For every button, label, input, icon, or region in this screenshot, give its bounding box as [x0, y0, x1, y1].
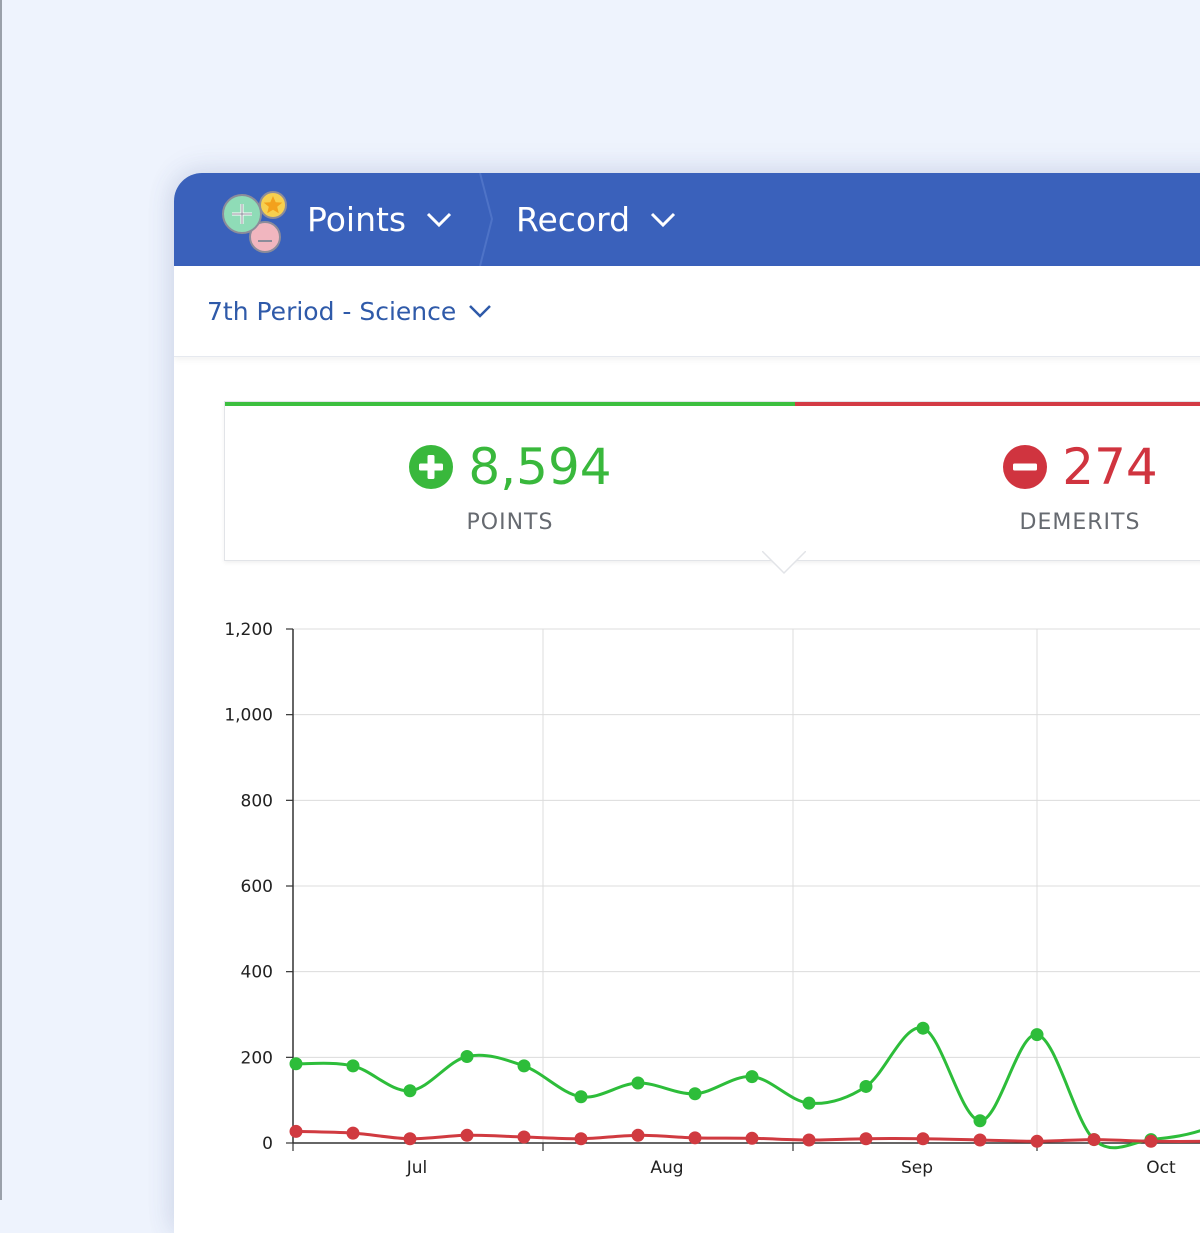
y-tick-label: 400: [241, 963, 273, 983]
y-tick-label: 1,000: [224, 706, 273, 726]
points-data-point: [289, 1057, 303, 1071]
demerits-stat[interactable]: 274 DEMERITS: [930, 436, 1200, 535]
y-tick-label: 600: [241, 877, 273, 897]
breadcrumb-record[interactable]: Record: [516, 173, 676, 266]
points-data-point: [517, 1059, 531, 1073]
chevron-down-icon: [469, 305, 492, 318]
points-data-point: [745, 1070, 759, 1084]
x-tick-label: Aug: [650, 1158, 683, 1178]
plus-circle-icon: [409, 445, 454, 489]
demerits-data-point: [517, 1130, 531, 1144]
demerits-data-point: [973, 1133, 987, 1147]
points-summary-panel: 8,594 POINTS 274 DEMERITS: [224, 401, 1200, 561]
breadcrumb-points[interactable]: Points: [307, 173, 452, 266]
points-data-point: [859, 1079, 873, 1093]
points-data-point: [403, 1084, 417, 1098]
breadcrumb-points-label: Points: [307, 200, 407, 239]
breadcrumb-record-label: Record: [516, 200, 631, 239]
class-selector-dropdown[interactable]: 7th Period - Science: [207, 266, 492, 356]
window-edge: [0, 0, 2, 1200]
x-tick-label: Oct: [1146, 1158, 1176, 1178]
demerits-data-point: [916, 1132, 930, 1146]
chevron-down-icon: [650, 212, 676, 227]
points-data-point: [688, 1087, 702, 1101]
y-tick-label: 0: [262, 1134, 273, 1154]
class-toolbar: 7th Period - Science: [174, 266, 1200, 357]
demerits-data-point: [631, 1128, 645, 1142]
points-label: POINTS: [466, 510, 554, 535]
points-data-point: [460, 1049, 474, 1063]
demerits-data-point: [460, 1128, 474, 1142]
breadcrumb-separator: [479, 173, 494, 266]
points-over-time-chart: 0 200 400 600 800 1,000 1,200 Jul Aug Sep Oct: [224, 620, 1200, 1178]
class-selector-label: 7th Period - Science: [207, 296, 457, 326]
demerits-data-point: [859, 1132, 873, 1146]
demerits-total: 274: [1062, 438, 1158, 496]
demerits-data-point: [574, 1132, 588, 1146]
demerits-data-point: [1087, 1133, 1101, 1147]
y-tick-label: 200: [241, 1048, 273, 1068]
points-data-point: [802, 1096, 816, 1110]
chevron-down-icon: [427, 212, 452, 227]
demerits-data-point: [745, 1131, 759, 1145]
points-stat[interactable]: 8,594 POINTS: [360, 436, 660, 535]
demerits-data-point: [688, 1131, 702, 1145]
y-tick-label: 800: [241, 791, 273, 811]
demerits-data-point: [1030, 1134, 1044, 1148]
x-tick-label: Jul: [406, 1158, 428, 1178]
demerits-data-point: [346, 1126, 360, 1140]
demerits-ratio-bar: [795, 402, 1200, 406]
demerits-data-point: [289, 1124, 303, 1138]
panel-pointer-caret: [762, 551, 806, 575]
points-data-point: [574, 1090, 588, 1104]
y-tick-label: 1,200: [224, 620, 273, 640]
demerits-data-point: [802, 1133, 816, 1147]
points-ratio-bar: [225, 402, 795, 406]
demerits-data-point: [403, 1132, 417, 1146]
points-app-logo-icon: [222, 191, 287, 253]
app-window: Points Record 7th Period - Science: [174, 173, 1200, 1233]
demerits-label: DEMERITS: [1019, 510, 1141, 535]
demerits-data-point: [1144, 1134, 1158, 1148]
top-navigation-bar: Points Record: [174, 173, 1200, 266]
points-data-point: [973, 1114, 987, 1128]
points-data-point: [631, 1076, 645, 1090]
points-series-line: [295, 1026, 1200, 1150]
points-data-point: [916, 1021, 930, 1035]
points-total: 8,594: [468, 438, 612, 496]
x-tick-label: Sep: [901, 1158, 933, 1178]
points-data-point: [346, 1059, 360, 1073]
minus-circle-icon: [1003, 445, 1048, 489]
points-data-point: [1030, 1028, 1044, 1042]
